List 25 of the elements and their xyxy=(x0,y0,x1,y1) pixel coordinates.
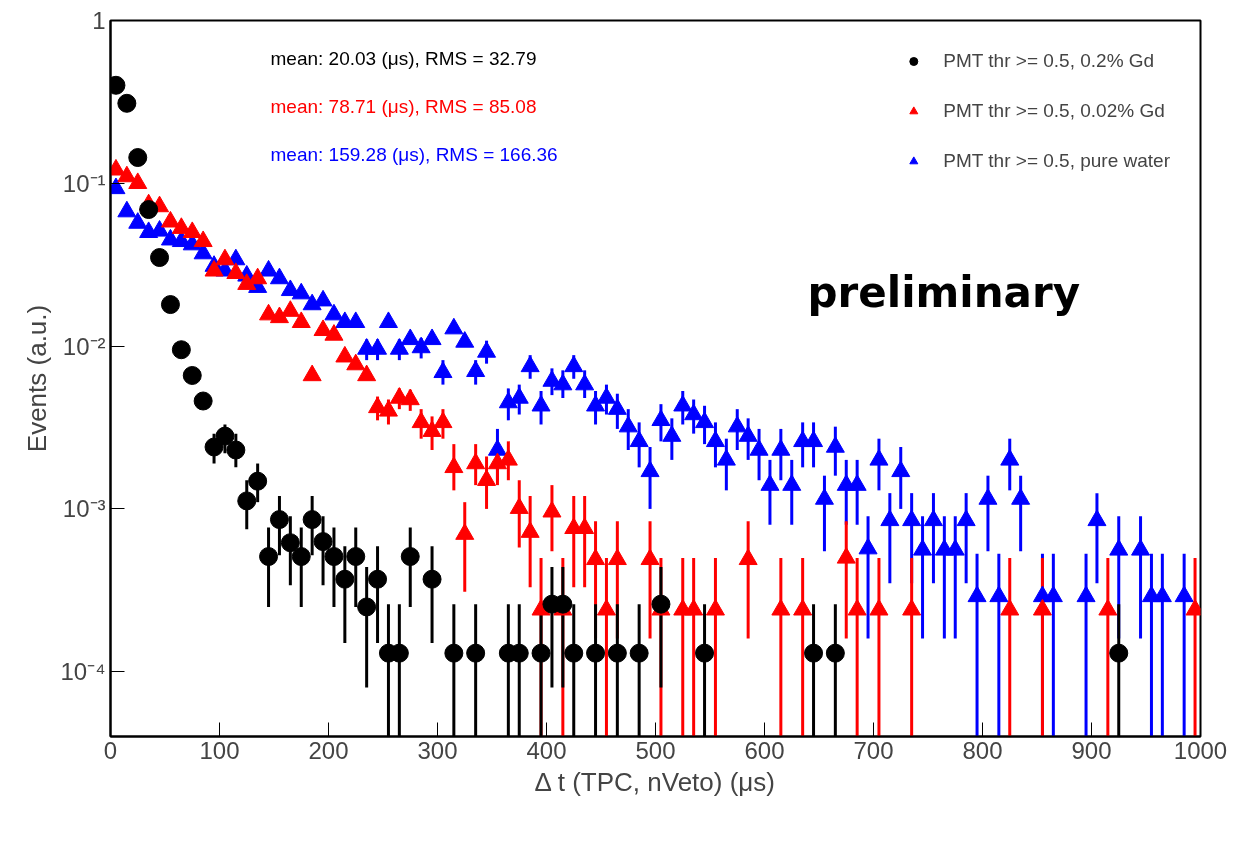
annotation: mean: 78.71 (μs), RMS = 85.08 xyxy=(270,95,537,117)
x-tick-label: 600 xyxy=(744,736,785,764)
x-tick-label: 300 xyxy=(417,736,458,764)
y-tick-label: 10⁻³ xyxy=(62,495,106,523)
annotation: mean: 159.28 (μs), RMS = 166.36 xyxy=(270,143,558,165)
legend-label: PMT thr >= 0.5, 0.2% Gd xyxy=(943,50,1155,72)
x-tick-label: 800 xyxy=(962,736,1003,764)
y-tick-label: 1 xyxy=(92,7,106,34)
x-tick-label: 700 xyxy=(853,736,894,764)
y-tick-label: 10⁻⁴ xyxy=(60,658,106,686)
annotation: preliminary xyxy=(807,267,1081,317)
x-tick-label: 400 xyxy=(526,736,567,764)
y-tick-label: 10⁻² xyxy=(62,332,106,360)
y-tick-label: 10⁻¹ xyxy=(62,169,106,197)
x-tick-label: 0 xyxy=(103,736,118,764)
legend-label: PMT thr >= 0.5, 0.02% Gd xyxy=(943,100,1165,122)
x-tick-label: 900 xyxy=(1071,736,1112,764)
x-axis-title: Δ t (TPC, nVeto) (μs) xyxy=(534,766,775,797)
y-axis-title: Events (a.u.) xyxy=(22,304,53,453)
legend-label: PMT thr >= 0.5, pure water xyxy=(943,150,1170,172)
x-tick-label: 100 xyxy=(199,736,240,764)
annotation: mean: 20.03 (μs), RMS = 32.79 xyxy=(270,47,537,69)
x-tick-label: 500 xyxy=(635,736,676,764)
x-tick-label: 200 xyxy=(308,736,349,764)
x-tick-label: 1000 xyxy=(1173,736,1228,764)
